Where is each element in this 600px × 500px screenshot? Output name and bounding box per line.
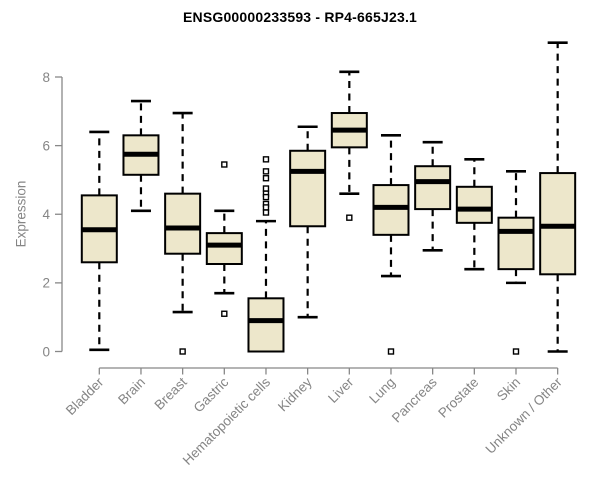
boxplot-hematopoietic-cells (247, 156, 285, 353)
boxplot-bladder (80, 130, 118, 352)
x-tick-label: Bladder (63, 374, 107, 418)
x-tick-label: Gastric (191, 374, 232, 415)
boxplot-liver (330, 70, 368, 221)
box-rect (539, 172, 577, 276)
y-axis: 0 2 4 6 8 (42, 70, 63, 359)
y-tick-label: 4 (42, 207, 50, 222)
box-rect (497, 216, 535, 271)
box-rect (164, 192, 202, 255)
outlier-point (221, 161, 228, 168)
outlier-point (262, 193, 270, 201)
box-rect (289, 149, 327, 228)
boxplot-skin (497, 170, 535, 355)
x-tick-label: Kidney (275, 374, 315, 414)
x-tick-label: Brain (115, 375, 148, 408)
outlier-point (387, 348, 395, 355)
y-tick-label: 6 (42, 138, 50, 153)
y-axis-label: Expression (13, 180, 29, 248)
outlier-point (262, 156, 270, 163)
box-rect (247, 297, 285, 353)
outlier-point (262, 175, 270, 182)
boxplot-gastric (205, 161, 243, 317)
y-tick-label: 8 (42, 70, 50, 85)
boxplot-lung (372, 134, 410, 355)
boxplot-pancreas (414, 140, 452, 252)
box-rect (414, 165, 452, 211)
outlier-point (179, 348, 186, 355)
boxplot-unknown-other (539, 41, 577, 353)
boxplot-kidney (289, 125, 327, 319)
outlier-point (262, 204, 270, 211)
x-tick-label: Lung (366, 375, 398, 407)
box-rect (455, 185, 493, 224)
outlier-point (262, 185, 270, 192)
x-tick-label: Liver (325, 374, 357, 406)
box-rect (372, 184, 410, 236)
y-tick-label: 0 (42, 344, 50, 359)
outlier-point (262, 168, 270, 175)
x-tick-label: Skin (494, 375, 523, 404)
boxplot-prostate (455, 158, 493, 271)
chart-title: ENSG00000233593 - RP4-665J23.1 (182, 9, 418, 25)
y-tick-label: 2 (42, 276, 50, 291)
x-tick-label: Pancreas (389, 374, 440, 425)
x-tick-label: Unknown / Other (483, 374, 566, 457)
boxplot-breast (164, 111, 202, 355)
x-tick-label: Breast (152, 374, 190, 412)
outlier-point (262, 209, 270, 216)
x-tick-label: Prostate (435, 375, 481, 421)
outlier-point (346, 214, 353, 221)
box-rect (205, 232, 243, 266)
boxplot-brain (122, 99, 160, 213)
outlier-point (512, 348, 520, 355)
outlier-point (221, 310, 228, 317)
